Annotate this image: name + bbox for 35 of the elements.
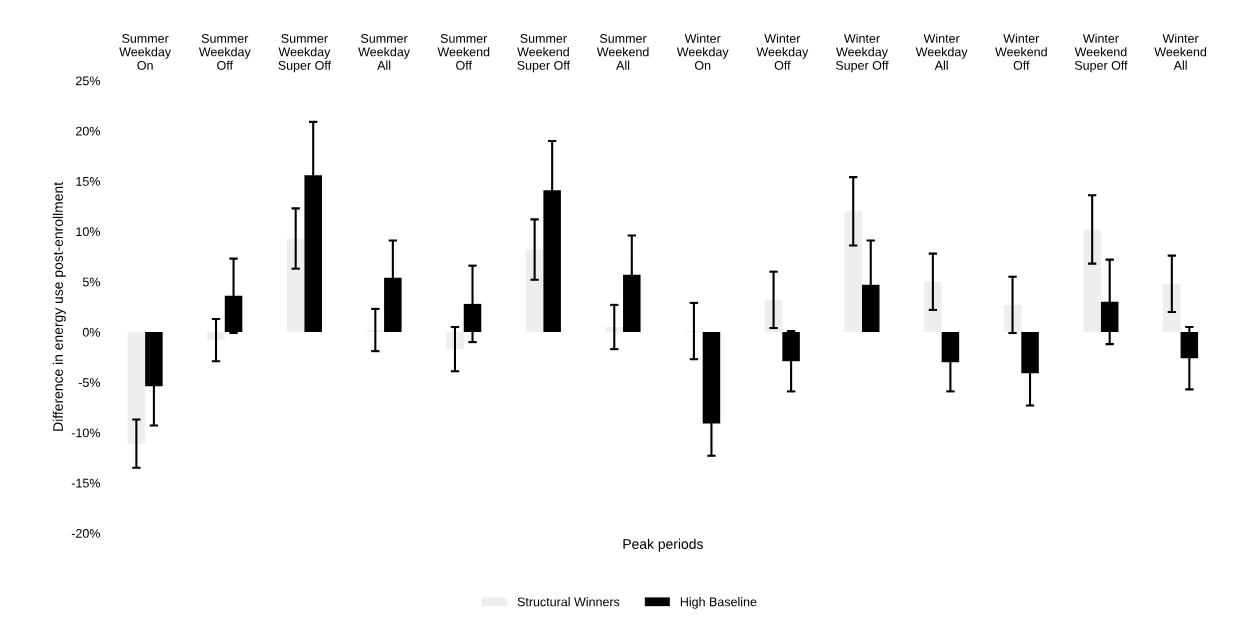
y-tick-label: 15% bbox=[76, 177, 101, 186]
x-tick-label: Summer Weekend Super Off bbox=[517, 34, 571, 73]
bar bbox=[525, 249, 544, 333]
x-tick-label: Summer Weekend Off bbox=[437, 34, 490, 70]
y-axis-title: Difference in energy use post-enrollment bbox=[52, 182, 66, 431]
x-tick-label: Winter Weekend Off bbox=[995, 33, 1047, 70]
x-tick-label: Winter Weekday Off bbox=[756, 33, 809, 70]
x-tick-label: Summer Weekday Off bbox=[198, 34, 251, 70]
y-tick-label: 0% bbox=[82, 327, 101, 337]
x-tick-label: Winter Weekday On bbox=[676, 33, 729, 70]
y-tick-label: 5% bbox=[82, 277, 101, 287]
x-tick-label: Summer Weekday Super Off bbox=[278, 34, 332, 73]
bar bbox=[924, 281, 942, 333]
y-tick-label: -15% bbox=[71, 478, 101, 488]
legend-label: Structural Winners bbox=[517, 597, 620, 607]
y-tick-label: 10% bbox=[76, 227, 101, 237]
bar bbox=[1163, 283, 1181, 333]
x-tick-label: Summer Weekday All bbox=[358, 34, 411, 70]
bar bbox=[844, 211, 862, 333]
y-tick-label: -10% bbox=[71, 428, 101, 438]
x-tick-label: Summer Weekend All bbox=[596, 34, 649, 70]
x-tick-label: Winter Weekend Super Off bbox=[1074, 33, 1128, 73]
legend-label: High Baseline bbox=[680, 597, 757, 609]
x-tick-label: Winter Weekday All bbox=[915, 33, 968, 70]
x-tick-label: Winter Weekday Super Off bbox=[835, 33, 889, 73]
y-tick-label: 20% bbox=[76, 126, 101, 136]
bar bbox=[286, 238, 305, 333]
x-axis-title: Peak periods bbox=[623, 538, 703, 552]
x-tick-label: Summer Weekday On bbox=[119, 34, 172, 70]
y-tick-label: -5% bbox=[78, 378, 101, 387]
y-tick-label: 25% bbox=[76, 76, 101, 86]
bar bbox=[127, 332, 146, 444]
bar bbox=[1083, 229, 1101, 333]
y-tick-label: -20% bbox=[71, 529, 101, 538]
x-tick-label: Winter Weekend All bbox=[1154, 33, 1207, 70]
